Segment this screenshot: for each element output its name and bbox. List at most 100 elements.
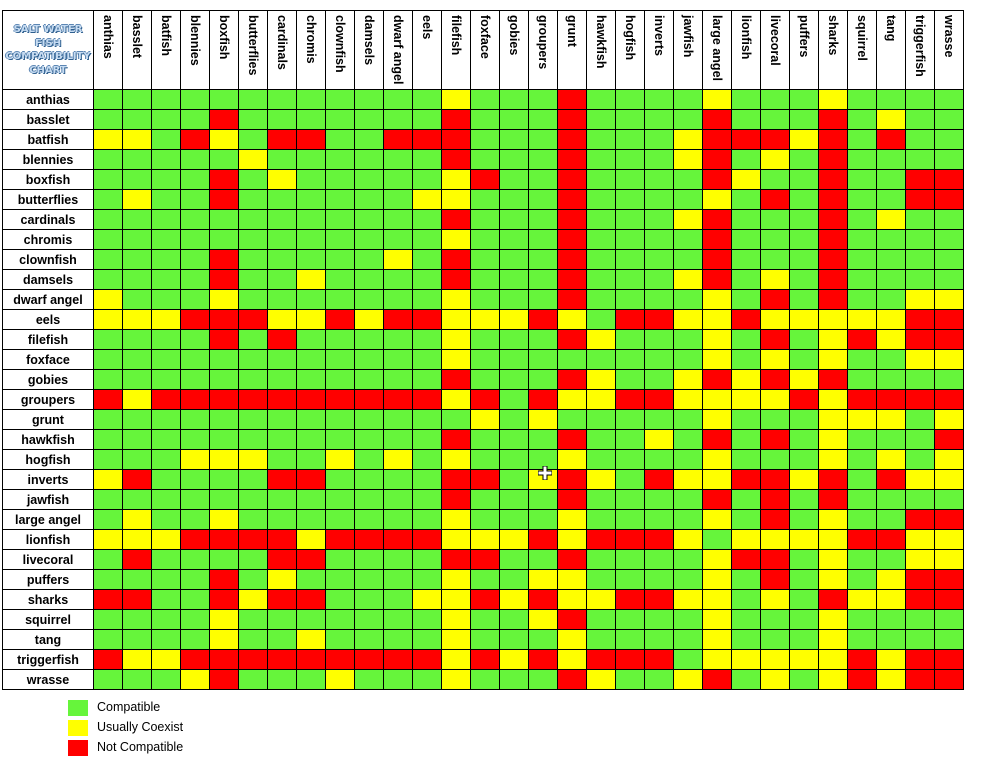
compatibility-cell	[180, 189, 210, 210]
compatibility-cell	[470, 349, 500, 370]
compatibility-cell	[151, 349, 181, 370]
compatibility-cell	[122, 109, 152, 130]
compatibility-cell	[760, 609, 790, 630]
compatibility-cell	[673, 409, 703, 430]
compatibility-cell	[180, 609, 210, 630]
compatibility-cell	[122, 249, 152, 270]
compatibility-cell	[644, 349, 674, 370]
compatibility-cell	[441, 449, 471, 470]
chart-row: batfish	[2, 129, 964, 150]
compatibility-cell	[122, 209, 152, 230]
compatibility-cell	[151, 589, 181, 610]
compatibility-cell	[528, 649, 558, 670]
compatibility-cell	[847, 149, 877, 170]
compatibility-cell	[412, 589, 442, 610]
compatibility-cell	[905, 509, 935, 530]
compatibility-cell	[760, 549, 790, 570]
compatibility-cell	[238, 289, 268, 310]
compatibility-cell	[441, 349, 471, 370]
compatibility-cell	[267, 589, 297, 610]
compatibility-cell	[818, 349, 848, 370]
compatibility-cell	[876, 589, 906, 610]
compatibility-cell	[93, 369, 123, 390]
compatibility-cell	[325, 469, 355, 490]
compatibility-cell	[238, 509, 268, 530]
compatibility-cell	[876, 329, 906, 350]
compatibility-cell	[615, 589, 645, 610]
compatibility-cell	[93, 329, 123, 350]
compatibility-cell	[296, 129, 326, 150]
compatibility-cell	[93, 449, 123, 470]
compatibility-cell	[325, 349, 355, 370]
compatibility-cell	[296, 149, 326, 170]
compatibility-cell	[122, 569, 152, 590]
compatibility-cell	[383, 249, 413, 270]
compatibility-cell	[760, 649, 790, 670]
compatibility-cell	[296, 529, 326, 550]
compatibility-cell	[818, 629, 848, 650]
compatibility-cell	[238, 429, 268, 450]
compatibility-cell	[180, 569, 210, 590]
row-header: groupers	[2, 389, 94, 410]
compatibility-cell	[325, 89, 355, 110]
compatibility-cell	[296, 489, 326, 510]
compatibility-cell	[586, 549, 616, 570]
compatibility-cell	[847, 209, 877, 230]
compatibility-cell	[499, 149, 529, 170]
compatibility-cell	[789, 569, 819, 590]
compatibility-cell	[93, 349, 123, 370]
chart-row: livecoral	[2, 549, 964, 570]
compatibility-cell	[818, 209, 848, 230]
column-header: lionfish	[731, 10, 761, 90]
compatibility-cell	[528, 209, 558, 230]
legend-label-compatible: Compatible	[97, 700, 161, 714]
compatibility-cell	[499, 329, 529, 350]
compatibility-cell	[412, 649, 442, 670]
compatibility-cell	[557, 189, 587, 210]
compatibility-cell	[267, 649, 297, 670]
compatibility-cell	[122, 169, 152, 190]
compatibility-cell	[760, 629, 790, 650]
compatibility-cell	[673, 349, 703, 370]
compatibility-cell	[151, 389, 181, 410]
chart-row: puffers	[2, 569, 964, 590]
compatibility-cell	[441, 109, 471, 130]
column-header-label: inverts	[652, 15, 666, 56]
compatibility-cell	[789, 489, 819, 510]
compatibility-cell	[934, 549, 964, 570]
compatibility-cell	[180, 89, 210, 110]
compatibility-cell	[93, 429, 123, 450]
compatibility-cell	[412, 629, 442, 650]
compatibility-cell	[905, 389, 935, 410]
compatibility-cell	[412, 449, 442, 470]
compatibility-cell	[470, 309, 500, 330]
compatibility-cell	[441, 129, 471, 150]
compatibility-cell	[151, 489, 181, 510]
compatibility-cell	[673, 249, 703, 270]
compatibility-cell	[760, 529, 790, 550]
compatibility-cell	[934, 109, 964, 130]
compatibility-cell	[267, 169, 297, 190]
compatibility-cell	[499, 429, 529, 450]
compatibility-cell	[702, 129, 732, 150]
compatibility-cell	[412, 489, 442, 510]
compatibility-cell	[528, 509, 558, 530]
compatibility-cell	[673, 649, 703, 670]
compatibility-cell	[934, 389, 964, 410]
compatibility-cell	[702, 429, 732, 450]
compatibility-cell	[412, 409, 442, 430]
compatibility-cell	[847, 89, 877, 110]
compatibility-cell	[412, 229, 442, 250]
compatibility-cell	[180, 529, 210, 550]
compatibility-cell	[934, 649, 964, 670]
compatibility-cell	[702, 649, 732, 670]
compatibility-cell	[296, 269, 326, 290]
compatibility-cell	[180, 169, 210, 190]
row-header: gobies	[2, 369, 94, 390]
chart-row: wrasse	[2, 669, 964, 690]
compatibility-cell	[354, 189, 384, 210]
column-header: puffers	[789, 10, 819, 90]
compatibility-cell	[499, 569, 529, 590]
compatibility-cell	[615, 209, 645, 230]
compatibility-cell	[905, 129, 935, 150]
